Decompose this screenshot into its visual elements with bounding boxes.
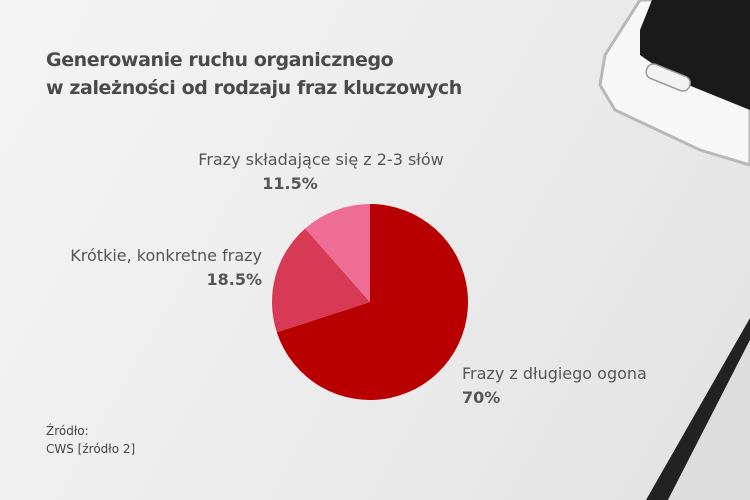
slice-value-label: 70% xyxy=(462,388,501,407)
chart-title-line-2: w zależności od rodzaju fraz kluczowych xyxy=(46,77,462,99)
slice-label-short-phrases: Krótkie, konkretne frazy 18.5% xyxy=(70,244,262,292)
slice-value-label: 18.5% xyxy=(206,270,262,289)
second-phone-screen xyxy=(668,340,750,500)
source-text: CWS [źródło 2] xyxy=(46,442,136,456)
chart-title-line-1: Generowanie ruchu organicznego xyxy=(46,49,394,71)
slice-label-text: Krótkie, konkretne frazy xyxy=(70,246,262,265)
chart-title: Generowanie ruchu organicznego w zależno… xyxy=(46,46,462,102)
slice-value-label: 11.5% xyxy=(262,174,318,193)
source-note: Źródło: CWS [źródło 2] xyxy=(46,422,135,458)
slice-label-text: Frazy składające się z 2-3 słów xyxy=(198,150,444,169)
pie-slice-1 xyxy=(272,228,370,333)
phone-screen xyxy=(640,0,750,110)
slice-label-phrases-2-3-words: Frazy składające się z 2-3 słów 11.5% xyxy=(180,148,462,196)
pie-slice-0 xyxy=(276,204,468,401)
slice-label-long-tail: Frazy z długiego ogona 70% xyxy=(462,362,647,410)
second-phone-edge xyxy=(646,318,750,500)
phone-home-button xyxy=(645,63,691,92)
slice-label-text: Frazy z długiego ogona xyxy=(462,364,647,383)
source-label: Źródło: xyxy=(46,424,89,438)
pie-slice-2 xyxy=(305,204,370,302)
